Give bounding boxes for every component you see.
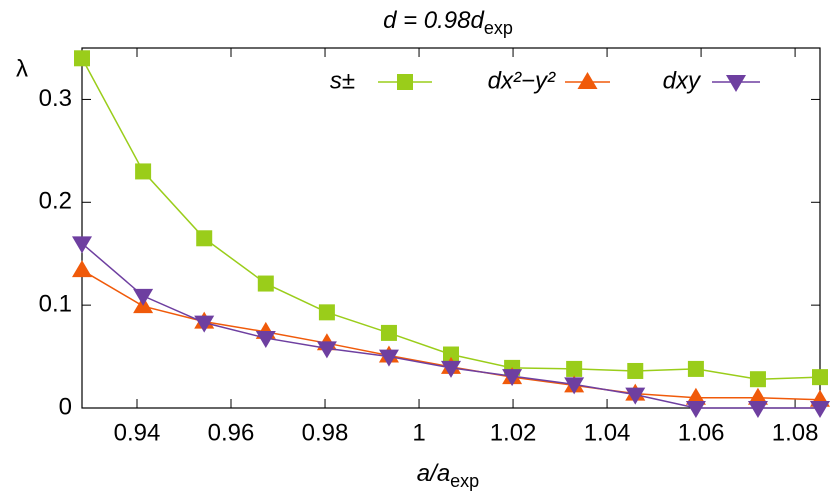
x-tick-label: 1 [412,419,425,446]
series-line [81,269,821,401]
chart-title-sub: exp [484,18,513,38]
y-tick-label: 0 [59,393,72,420]
marker [74,50,90,67]
x-tick-label: 1.06 [678,419,725,446]
marker [72,260,92,278]
marker [316,341,337,359]
x-tick-label: 1.08 [772,419,819,446]
marker [318,304,335,321]
marker [135,163,152,180]
marker [255,331,276,349]
marker [196,230,213,247]
x-axis-label-sub: exp [450,471,479,491]
marker [747,387,768,405]
y-axis-label: λ [16,55,28,82]
marker [564,377,585,395]
marker [685,387,706,405]
marker [812,369,828,386]
marker [502,369,523,387]
marker [397,74,413,90]
series-line [81,242,820,409]
legend-label: dxy [663,67,702,94]
marker [627,362,644,379]
y-tick-label: 0.3 [39,85,72,112]
x-tick-label: 0.94 [114,419,161,446]
marker [810,401,830,418]
x-tick-label: 0.98 [302,419,349,446]
marker [72,236,92,254]
marker [687,360,704,377]
legend-label: s± [330,67,355,94]
marker [257,275,274,292]
legend-label: dx²−y² [488,67,556,94]
y-tick-label: 0.2 [39,188,72,215]
marker [378,349,399,367]
marker [747,401,768,418]
x-axis-label: a/aexp [417,460,479,490]
plot-frame [81,47,821,409]
chart-title-main: d = 0.98d [383,7,484,34]
marker [577,72,598,89]
marker [443,346,459,363]
chart-title: d = 0.98dexp [383,7,513,37]
x-tick-label: 1.04 [584,419,631,446]
x-tick-label: 0.96 [208,419,255,446]
x-axis-label-main: a/a [417,460,450,487]
marker [133,288,154,306]
x-tick-label: 1.02 [490,419,537,446]
marker [566,360,583,377]
series-line [81,57,821,380]
marker [441,360,461,378]
marker [625,387,646,405]
marker [749,371,766,388]
marker [380,324,397,341]
marker [685,401,706,418]
marker [726,75,746,92]
marker [194,315,215,333]
y-tick-label: 0.1 [39,290,72,317]
